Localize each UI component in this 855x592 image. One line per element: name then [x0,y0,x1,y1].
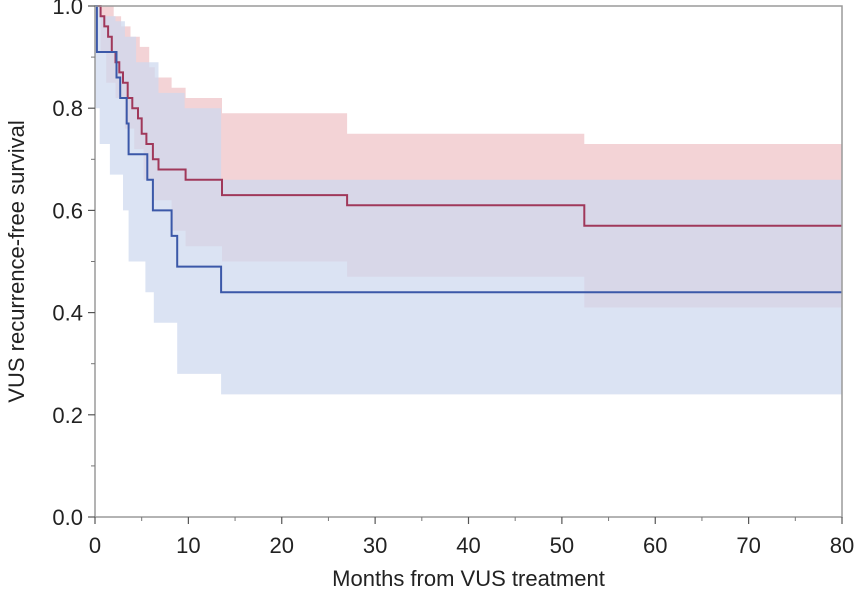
x-tick-label: 20 [270,533,294,558]
survival-curves [95,5,842,294]
y-tick-label: 0.8 [52,96,83,121]
y-tick-label: 0.0 [52,505,83,530]
x-tick-label: 40 [456,533,480,558]
x-tick-label: 70 [736,533,760,558]
x-tick-label: 0 [89,533,101,558]
x-axis-ticks: 0 10 20 30 40 50 60 70 80 [89,517,854,558]
y-tick-label: 0.2 [52,403,83,428]
x-tick-label: 50 [550,533,574,558]
x-tick-label: 30 [363,533,387,558]
survival-curve-2 [95,5,842,294]
y-tick-label: 0.4 [52,301,83,326]
confidence-bands [95,6,842,395]
x-axis-title: Months from VUS treatment [332,566,605,591]
y-tick-label: 0.6 [52,198,83,223]
confidence-band-2 [95,6,842,395]
y-tick-label: 1.0 [52,0,83,19]
x-tick-label: 10 [176,533,200,558]
y-axis-title: VUS recurrence-free survival [4,120,29,402]
survival-curve-1 [95,5,842,227]
x-tick-label: 80 [830,533,854,558]
y-axis-ticks: 0.0 0.2 0.4 0.6 0.8 1.0 [52,0,95,530]
x-tick-label: 60 [643,533,667,558]
